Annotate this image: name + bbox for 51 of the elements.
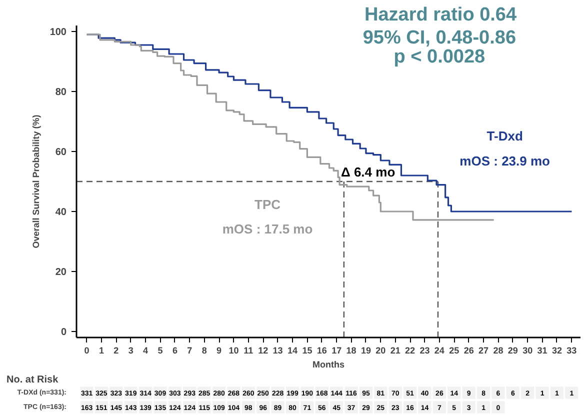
- x-tick-label: 3: [128, 346, 134, 356]
- x-tick-label: 15: [302, 346, 312, 356]
- annotation: mOS : 23.9 mo: [460, 154, 550, 169]
- x-tick-label: 9: [216, 346, 222, 356]
- x-tick-label: 33: [566, 346, 577, 356]
- x-tick-label: 24: [434, 346, 444, 356]
- x-tick-label: 6: [172, 346, 178, 356]
- x-tick-label: 32: [552, 346, 562, 356]
- x-tick-label: 16: [316, 346, 327, 356]
- y-tick-label: 80: [55, 87, 67, 98]
- x-tick-label: 27: [478, 346, 489, 356]
- y-tick-label: 100: [50, 27, 67, 38]
- x-tick-label: 29: [508, 346, 518, 356]
- y-tick-label: 60: [55, 147, 67, 158]
- x-tick-label: 14: [287, 346, 298, 356]
- x-tick-label: 22: [405, 346, 416, 356]
- x-tick-label: 13: [272, 346, 283, 356]
- x-tick-label: 2: [114, 346, 119, 356]
- y-tick-label: 20: [55, 267, 67, 278]
- x-tick-label: 23: [420, 346, 430, 356]
- x-tick-label: 20: [376, 346, 386, 356]
- x-tick-label: 11: [244, 346, 254, 356]
- annotation: Δ 6.4 mo: [340, 164, 396, 180]
- x-tick-label: 10: [228, 346, 239, 356]
- annotation: p < 0.0028: [394, 46, 486, 68]
- x-tick-label: 12: [258, 346, 268, 356]
- x-tick-label: 8: [202, 346, 207, 356]
- text: T-Dxd: [486, 128, 523, 144]
- annotation: 95% CI, 0.48-0.86: [362, 27, 516, 48]
- y-tick-label: 40: [55, 207, 67, 218]
- x-tick-label: 17: [332, 346, 342, 356]
- chart-title: No. at Risk: [6, 374, 59, 386]
- x-tick-label: 21: [390, 346, 400, 356]
- y-tick-label: 0: [60, 327, 67, 338]
- x-axis-title: Months: [312, 360, 345, 370]
- x-tick-label: 26: [464, 346, 474, 356]
- annotation: mOS : 17.5 mo: [222, 221, 313, 236]
- x-tick-label: 4: [143, 346, 148, 356]
- x-tick-label: 7: [187, 346, 192, 356]
- x-tick-label: 19: [360, 346, 371, 356]
- annotation: Hazard ratio 0.64: [364, 4, 517, 26]
- x-tick-label: 28: [493, 346, 504, 356]
- x-tick-label: 30: [522, 346, 533, 356]
- y-axis-title: Overall Survival Probability (%): [30, 114, 41, 248]
- x-tick-label: 25: [449, 346, 460, 356]
- x-tick-label: 18: [346, 346, 356, 356]
- x-tick-label: 31: [537, 346, 548, 356]
- x-tick-label: 5: [158, 346, 163, 356]
- x-tick-label: 1: [98, 346, 104, 356]
- x-tick-label: 0: [84, 346, 90, 356]
- text: TPC: [254, 197, 282, 212]
